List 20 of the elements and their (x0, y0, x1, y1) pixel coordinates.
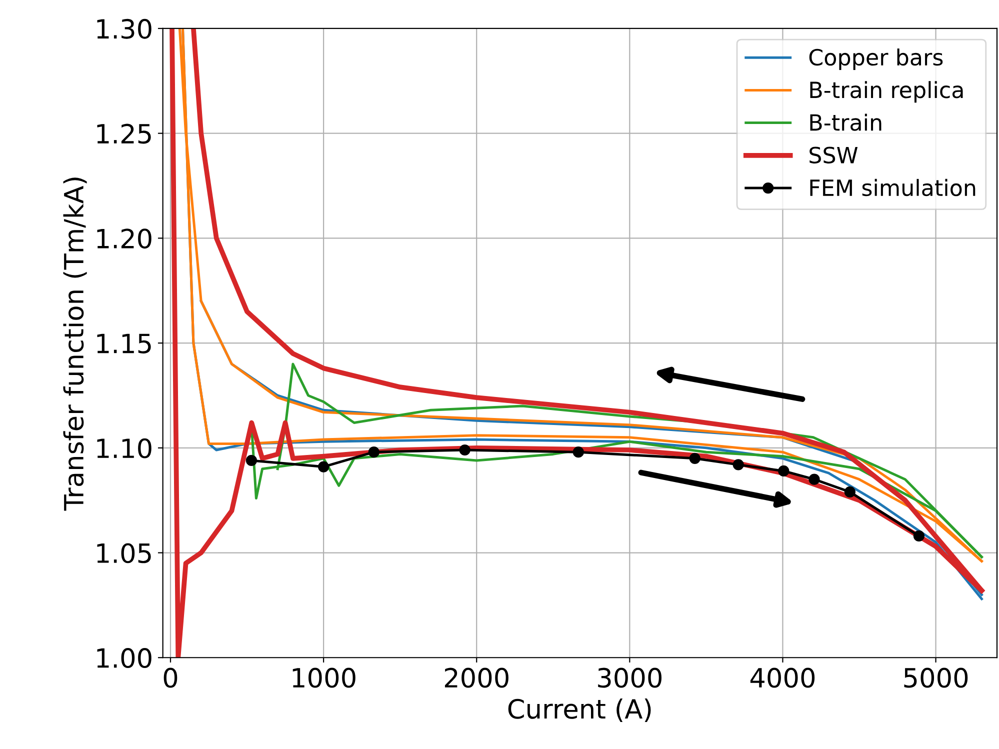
x-tick-label: 1000 (292, 668, 356, 688)
legend-label: B-train (810, 114, 882, 131)
y-tick-label: 1.20 (97, 228, 152, 249)
x-tick-label: 0 (164, 668, 178, 688)
y-tick-label: 1.10 (97, 438, 152, 458)
legend-label: FEM simulation (810, 178, 976, 196)
y-tick-label: 1.15 (97, 334, 151, 354)
legend-label: SSW (810, 146, 858, 164)
y-axis-title: Transfer function (Tm/kA) (63, 178, 87, 511)
x-tick-label: 5000 (904, 668, 968, 688)
x-tick-label: 4000 (750, 668, 815, 688)
y-tick-label: 1.25 (97, 124, 151, 144)
y-tick-label: 1.30 (97, 18, 152, 39)
legend-label: B-train replica (810, 81, 963, 103)
y-tick-label: 1.00 (97, 648, 152, 668)
legend-label: Copper bars (809, 48, 943, 70)
x-tick-label: 3000 (598, 668, 662, 688)
x-axis-title: Current (A) (508, 698, 651, 722)
y-tick-label: 1.05 (97, 543, 151, 564)
x-tick-label: 2000 (444, 668, 508, 688)
